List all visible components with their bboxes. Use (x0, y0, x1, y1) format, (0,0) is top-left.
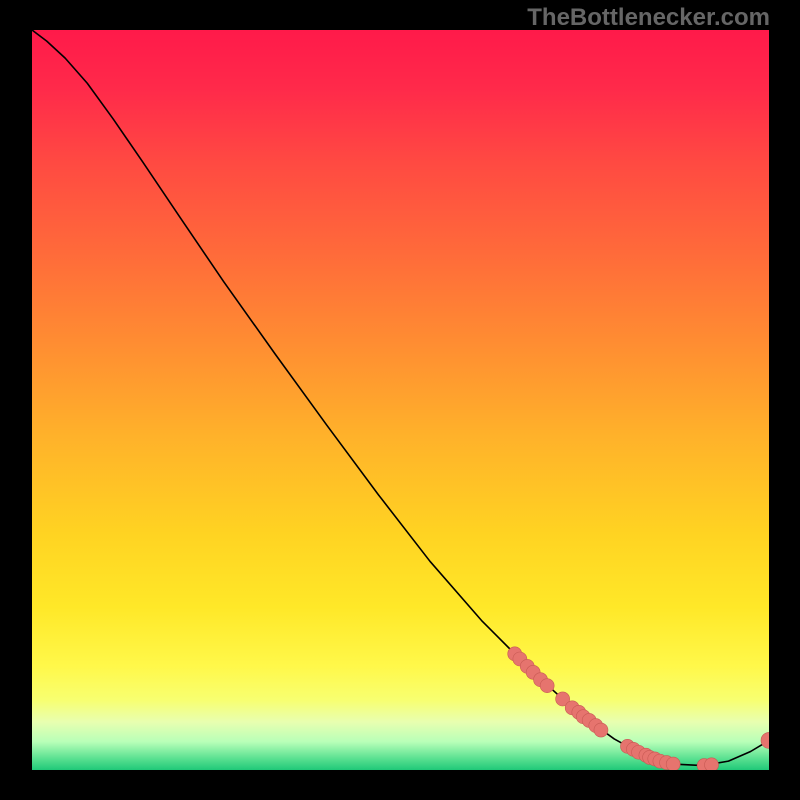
chart-plot-area (32, 30, 769, 770)
data-marker (666, 757, 680, 770)
data-marker (594, 723, 608, 737)
end-marker (761, 732, 769, 748)
data-marker (705, 758, 719, 770)
data-marker-group (508, 647, 769, 770)
bottleneck-curve (32, 30, 769, 766)
curve-layer (32, 30, 769, 770)
watermark-text: TheBottlenecker.com (527, 4, 770, 32)
data-marker (540, 679, 554, 693)
